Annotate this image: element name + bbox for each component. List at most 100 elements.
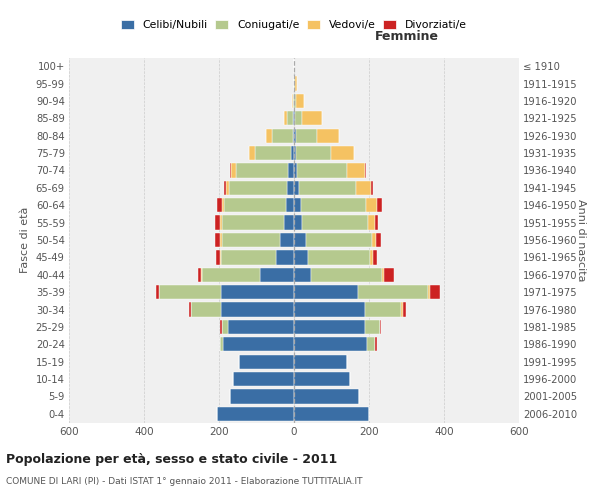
Bar [370,250,373,264]
Bar [284,216,294,230]
Bar [299,180,355,195]
Bar [294,285,358,300]
Y-axis label: Fasce di età: Fasce di età [20,207,30,273]
Bar [199,268,202,282]
Bar [221,216,284,230]
Bar [221,285,294,300]
Bar [191,302,221,316]
Bar [302,111,322,126]
Bar [374,216,378,230]
Bar [280,233,294,247]
Bar [230,390,294,404]
Bar [365,320,380,334]
Bar [229,180,287,195]
Bar [296,146,331,160]
Bar [256,146,291,160]
Bar [296,94,304,108]
Y-axis label: Anni di nascita: Anni di nascita [576,198,586,281]
Bar [294,337,367,351]
Bar [236,164,289,177]
Bar [229,320,294,334]
Bar [294,406,369,421]
Bar [382,268,383,282]
Bar [220,250,221,264]
Bar [284,111,287,126]
Bar [367,198,377,212]
Bar [294,320,365,334]
Bar [229,164,232,177]
Bar [294,94,296,108]
Bar [276,250,294,264]
Bar [248,146,256,160]
Bar [294,164,297,177]
Bar [295,111,302,126]
Bar [294,372,350,386]
Bar [294,216,302,230]
Bar [365,302,401,316]
Bar [306,233,371,247]
Bar [295,76,296,90]
Bar [371,233,376,247]
Bar [376,233,382,247]
Text: Popolazione per età, sesso e stato civile - 2011: Popolazione per età, sesso e stato civil… [6,452,337,466]
Bar [293,128,294,143]
Bar [293,111,294,126]
Bar [308,250,370,264]
Bar [380,320,381,334]
Bar [294,390,359,404]
Bar [291,146,294,160]
Bar [272,128,293,143]
Bar [221,302,294,316]
Bar [266,128,272,143]
Bar [159,285,221,300]
Bar [220,233,221,247]
Legend: Celibi/Nubili, Coniugati/e, Vedovi/e, Divorziati/e: Celibi/Nubili, Coniugati/e, Vedovi/e, Di… [117,16,471,34]
Bar [239,354,294,369]
Bar [371,180,373,195]
Bar [294,233,306,247]
Bar [297,164,347,177]
Bar [365,164,367,177]
Bar [302,216,368,230]
Bar [223,198,224,212]
Bar [368,216,374,230]
Bar [355,180,371,195]
Bar [221,320,229,334]
Bar [294,198,301,212]
Bar [296,128,317,143]
Bar [286,198,294,212]
Bar [294,128,296,143]
Bar [294,180,299,195]
Bar [226,180,229,195]
Bar [292,94,293,108]
Bar [287,111,293,126]
Bar [202,268,260,282]
Bar [233,372,294,386]
Text: COMUNE DI LARI (PI) - Dati ISTAT 1° gennaio 2011 - Elaborazione TUTTITALIA.IT: COMUNE DI LARI (PI) - Dati ISTAT 1° genn… [6,478,362,486]
Bar [221,233,280,247]
Bar [401,302,403,316]
Bar [223,337,294,351]
Bar [294,354,347,369]
Bar [367,337,376,351]
Bar [347,164,365,177]
Bar [294,76,295,90]
Bar [232,164,236,177]
Bar [430,285,440,300]
Bar [220,216,221,230]
Bar [293,94,294,108]
Bar [220,320,221,334]
Bar [294,250,308,264]
Bar [156,285,159,300]
Bar [376,337,377,351]
Text: Femmine: Femmine [374,30,439,43]
Bar [289,164,294,177]
Bar [294,111,295,126]
Bar [294,268,311,282]
Bar [383,268,394,282]
Bar [358,285,428,300]
Bar [215,233,220,247]
Bar [287,180,294,195]
Bar [373,250,377,264]
Bar [294,302,365,316]
